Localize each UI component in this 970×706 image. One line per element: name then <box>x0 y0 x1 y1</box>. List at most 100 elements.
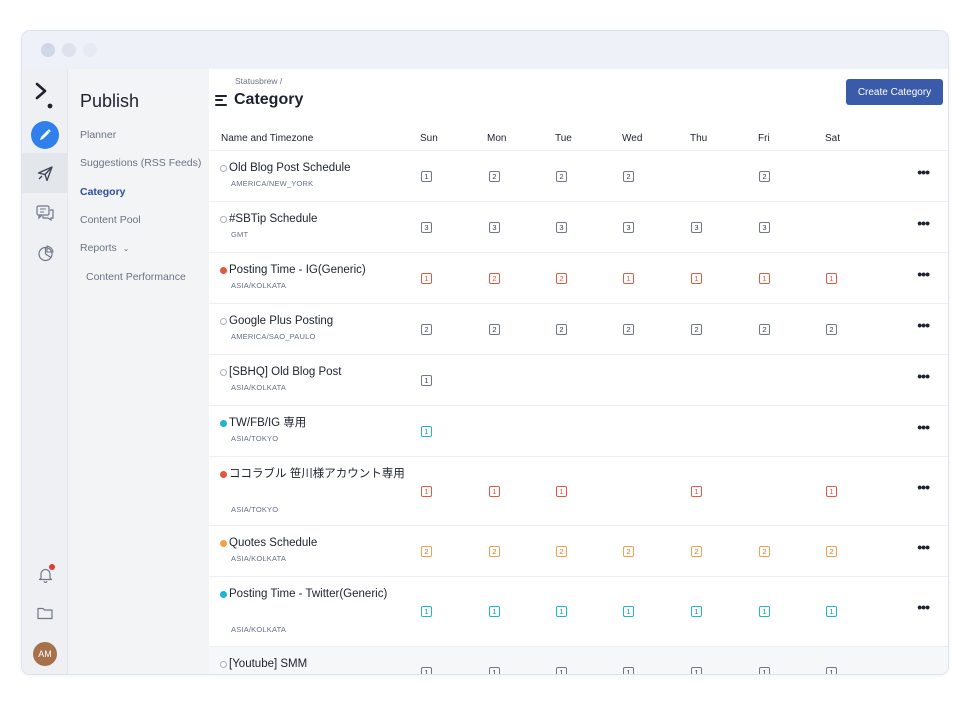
post-count-badge: 1 <box>826 486 837 497</box>
post-count-badge: 2 <box>691 324 702 335</box>
publish-icon[interactable] <box>22 153 68 193</box>
category-timezone: AMERICA/NEW_YORK <box>231 179 314 188</box>
category-name[interactable]: TW/FB/IG 専用 <box>220 414 409 433</box>
column-header: Wed <box>622 133 643 144</box>
post-count-badge: 2 <box>489 546 500 557</box>
statusbrew-logo[interactable] <box>34 81 56 111</box>
category-name[interactable]: #SBTip Schedule <box>220 210 409 229</box>
page-title: Category <box>234 91 304 108</box>
post-count-badge: 2 <box>556 171 567 182</box>
avatar[interactable]: AM <box>33 642 57 666</box>
window-minimize-dot[interactable] <box>62 43 76 57</box>
category-color-dot <box>220 591 227 598</box>
category-name[interactable]: Google Plus Posting <box>220 312 409 331</box>
table-row[interactable]: [SBHQ] Old Blog Post ASIA/KOLKATA 1 ••• <box>209 355 948 406</box>
post-count-badge: 2 <box>623 546 634 557</box>
window-zoom-dot[interactable] <box>83 43 97 57</box>
compose-icon[interactable] <box>31 121 59 149</box>
table-row[interactable]: Posting Time - Twitter(Generic) ASIA/KOLK… <box>209 577 948 647</box>
post-count-badge: 1 <box>556 486 567 497</box>
category-name[interactable]: [Youtube] SMM <box>220 655 409 674</box>
post-count-badge: 2 <box>759 324 770 335</box>
create-category-button[interactable]: Create Category <box>846 79 943 105</box>
category-timezone: ASIA/KOLKATA <box>231 383 287 392</box>
engage-icon[interactable] <box>31 199 59 227</box>
category-name[interactable]: Old Blog Post Schedule <box>220 159 409 178</box>
category-timezone: ASIA/KOLKATA <box>231 554 287 563</box>
nav-item-category[interactable]: Category <box>80 186 126 198</box>
bell-icon[interactable] <box>31 561 59 589</box>
table-row[interactable]: ココラブル 笹川様アカウント専用 ASIA/TOKYO 1 1 1 1 1 ••• <box>209 457 948 526</box>
category-name[interactable]: ココラブル 笹川様アカウント専用 <box>220 465 409 484</box>
post-count-badge: 1 <box>421 426 432 437</box>
category-name[interactable]: Posting Time - IG(Generic) <box>220 261 409 280</box>
table-row[interactable]: Old Blog Post Schedule AMERICA/NEW_YORK 1 2… <box>209 151 948 202</box>
post-count-badge: 1 <box>489 606 500 617</box>
folder-icon[interactable] <box>31 599 59 627</box>
table-row[interactable]: #SBTip Schedule GMT 3 3 3 3 3 3 ••• <box>209 202 948 253</box>
category-name[interactable]: [SBHQ] Old Blog Post <box>220 363 409 382</box>
post-count-badge: 2 <box>556 273 567 284</box>
table-row[interactable]: Google Plus Posting AMERICA/SAO_PAULO 2 2 2 2… <box>209 304 948 355</box>
category-color-dot <box>220 471 227 478</box>
post-count-badge: 1 <box>691 273 702 284</box>
post-count-badge: 2 <box>691 546 702 557</box>
post-count-badge: 2 <box>759 171 770 182</box>
table-row[interactable]: Posting Time - IG(Generic) ASIA/KOLKATA 1 2… <box>209 253 948 304</box>
post-count-badge: 3 <box>556 222 567 233</box>
category-name-text: [Youtube] SMM <box>229 658 308 670</box>
post-count-badge: 1 <box>623 606 634 617</box>
category-name-text: [SBHQ] Old Blog Post <box>229 366 342 378</box>
post-count-badge: 2 <box>421 546 432 557</box>
post-count-badge: 3 <box>623 222 634 233</box>
category-name-text: TW/FB/IG 専用 <box>229 417 307 429</box>
category-timezone: ASIA/TOKYO <box>231 434 279 443</box>
page-title-row: Category <box>215 91 303 109</box>
nav-item-suggestions[interactable]: Suggestions (RSS Feeds) <box>80 157 202 169</box>
post-count-badge: 3 <box>421 222 432 233</box>
table-header: Name and Timezone Sun Mon Tue Wed Thu Fr… <box>209 125 948 151</box>
post-count-badge: 3 <box>489 222 500 233</box>
post-count-badge: 1 <box>623 273 634 284</box>
category-name-text: Google Plus Posting <box>229 315 334 327</box>
category-name-text: ココラブル 笹川様アカウント専用 <box>229 468 405 480</box>
nav-item-reports[interactable]: Reports ⌄ <box>80 242 129 254</box>
category-name-text: #SBTip Schedule <box>229 213 318 225</box>
publish-subnav: Publish Planner Suggestions (RSS Feeds) … <box>68 69 209 674</box>
nav-item-content-pool[interactable]: Content Pool <box>80 214 141 226</box>
breadcrumb[interactable]: Statusbrew / <box>235 76 283 86</box>
post-count-badge: 2 <box>489 171 500 182</box>
reports-icon[interactable] <box>31 239 59 267</box>
more-options-icon[interactable]: ••• <box>917 317 930 333</box>
window-close-dot[interactable] <box>41 43 55 57</box>
more-options-icon[interactable]: ••• <box>917 419 930 435</box>
table-row[interactable]: [Youtube] SMM 1 1 1 1 1 1 1 <box>209 647 948 674</box>
more-options-icon[interactable]: ••• <box>917 266 930 282</box>
main-content: Statusbrew / Category Create Category Na… <box>209 69 948 674</box>
nav-item-reports-label: Reports <box>80 242 117 254</box>
more-options-icon[interactable]: ••• <box>917 599 930 615</box>
post-count-badge: 1 <box>556 606 567 617</box>
nav-item-planner[interactable]: Planner <box>80 129 117 141</box>
more-options-icon[interactable]: ••• <box>917 164 930 180</box>
post-count-badge: 1 <box>759 667 770 674</box>
table-row[interactable]: Quotes Schedule ASIA/KOLKATA 2 2 2 2 2 2 2 ••• <box>209 526 948 577</box>
post-count-badge: 2 <box>556 546 567 557</box>
more-options-icon[interactable]: ••• <box>917 479 930 495</box>
column-header: Fri <box>758 133 770 144</box>
table-row[interactable]: TW/FB/IG 専用 ASIA/TOKYO 1 ••• <box>209 406 948 457</box>
nav-item-content-performance[interactable]: Content Performance <box>86 271 186 283</box>
category-color-dot <box>220 267 227 274</box>
more-options-icon[interactable]: ••• <box>917 539 930 555</box>
menu-icon[interactable] <box>215 94 227 106</box>
more-options-icon[interactable]: ••• <box>917 368 930 384</box>
category-name[interactable]: Quotes Schedule <box>220 534 409 553</box>
category-name[interactable]: Posting Time - Twitter(Generic) <box>220 585 409 604</box>
column-header: Sun <box>420 133 438 144</box>
post-count-badge: 2 <box>826 324 837 335</box>
post-count-badge: 1 <box>421 606 432 617</box>
more-options-icon[interactable]: ••• <box>917 215 930 231</box>
column-header[interactable]: Name and Timezone <box>221 133 314 144</box>
column-header: Mon <box>487 133 507 144</box>
notification-badge <box>49 564 55 570</box>
